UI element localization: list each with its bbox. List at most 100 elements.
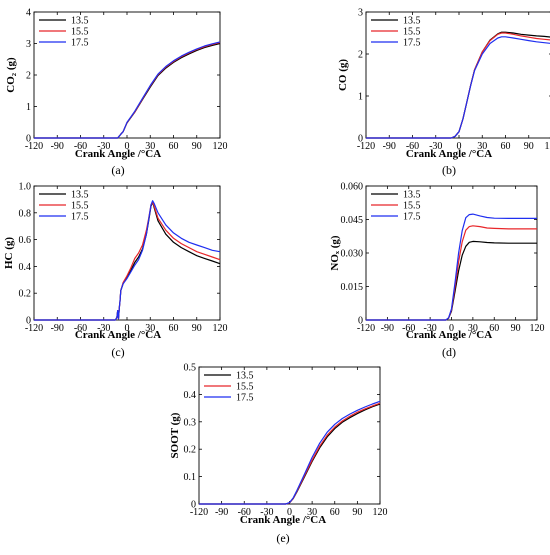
legend-label: 15.5	[71, 27, 89, 38]
y-tick-label: 1	[26, 102, 31, 113]
y-tick-label: 1.0	[19, 182, 32, 193]
y-tick-label: 3	[358, 8, 363, 19]
chart-panel-3: -120 -90 -60 -30 0 30 60 90 120 0 0.2 0.4 0.6 0.8 1.0 1…	[3, 182, 228, 360]
panel-label: (a)	[111, 163, 124, 177]
y-tick-label: 0.015	[341, 282, 364, 293]
x-tick-label: -90	[381, 323, 394, 334]
y-tick-label: 0.8	[19, 208, 32, 219]
x-tick-label: -30	[97, 323, 110, 334]
x-tick-label: 90	[192, 323, 202, 334]
legend-label: 13.5	[71, 16, 89, 27]
x-tick-label: 30	[145, 141, 155, 152]
x-tick-label: 0	[457, 141, 462, 152]
y-axis-label: CO₂ (g)	[5, 57, 17, 93]
x-tick-label: 60	[169, 141, 179, 152]
x-tick-label: 30	[477, 141, 487, 152]
y-tick-label: 0.2	[184, 445, 197, 456]
y-tick-label: 0.4	[184, 390, 197, 401]
y-tick-label: 0.6	[19, 235, 32, 246]
series-line-13-5	[34, 201, 221, 321]
legend-label: 13.5	[71, 190, 89, 201]
series-line-17-5	[34, 41, 221, 139]
x-tick-label: -120	[357, 323, 375, 334]
x-tick-label: 60	[330, 507, 340, 518]
legend-label: 15.5	[236, 382, 254, 393]
y-tick-label: 0.030	[341, 249, 364, 260]
legend-label: 13.5	[403, 16, 421, 27]
panel-label: (e)	[276, 531, 289, 545]
x-tick-label: 90	[192, 141, 202, 152]
x-tick-label: -120	[25, 323, 43, 334]
series-line-15-5	[366, 32, 550, 139]
x-tick-label: -60	[238, 507, 251, 518]
y-tick-label: 0	[26, 316, 31, 327]
plot-frame	[365, 185, 538, 321]
y-axis-label: NOₓ (g)	[329, 235, 341, 271]
y-tick-label: 0	[358, 316, 363, 327]
x-tick-label: 30	[468, 323, 478, 334]
x-axis-label: Crank Angle /°CA	[75, 148, 161, 160]
x-tick-label: 120	[373, 507, 388, 518]
panel-label: (b)	[442, 163, 456, 177]
series-line-17-5	[199, 400, 381, 505]
x-tick-label: 30	[145, 323, 155, 334]
series-line-17-5	[366, 36, 550, 139]
series-line-15-5	[199, 402, 381, 505]
x-tick-label: 120	[213, 141, 228, 152]
x-tick-label: 120	[213, 323, 228, 334]
chart-panel-4: -120 -90 -60 -30 0 30 60 90 120 0 0.015 0.030 0.045 0…	[329, 182, 545, 360]
x-tick-label: 0	[125, 141, 130, 152]
legend-label: 17.5	[71, 212, 89, 223]
x-tick-label: -120	[190, 507, 208, 518]
y-axis-label: HC (g)	[3, 237, 15, 269]
y-tick-label: 0	[358, 134, 363, 145]
series-line-15-5	[34, 201, 221, 321]
x-tick-label: 60	[489, 323, 499, 334]
y-tick-label: 0	[26, 134, 31, 145]
x-tick-label: -90	[383, 141, 396, 152]
x-tick-label: -60	[74, 141, 87, 152]
x-tick-label: -90	[215, 507, 228, 518]
x-tick-label: -90	[51, 141, 64, 152]
y-axis-label: CO (g)	[337, 59, 349, 91]
y-tick-label: 2	[26, 71, 31, 82]
panel-label: (d)	[442, 345, 456, 359]
y-tick-label: 0.5	[184, 363, 197, 374]
x-tick-label: -30	[429, 141, 442, 152]
legend-label: 17.5	[403, 212, 421, 223]
x-tick-label: -60	[74, 323, 87, 334]
x-tick-label: 90	[524, 141, 534, 152]
x-tick-label: -120	[357, 141, 375, 152]
series-line-17-5	[366, 213, 537, 321]
legend-label: 17.5	[71, 38, 89, 49]
legend-label: 15.5	[403, 201, 421, 212]
x-tick-label: -30	[260, 507, 273, 518]
x-tick-label: -30	[423, 323, 436, 334]
legend-label: 15.5	[71, 201, 89, 212]
x-tick-label: 30	[307, 507, 317, 518]
y-tick-label: 0.045	[341, 215, 364, 226]
x-tick-label: -60	[406, 141, 419, 152]
series-line-13-5	[366, 31, 550, 139]
y-tick-label: 0	[191, 500, 196, 511]
plot-frame	[198, 366, 381, 505]
x-axis-label: Crank Angle /°CA	[406, 148, 492, 160]
x-axis-label: Crank Angle /°CA	[240, 514, 326, 526]
x-tick-label: -120	[25, 141, 43, 152]
panel-label: (c)	[111, 345, 124, 359]
x-tick-label: -60	[402, 323, 415, 334]
x-tick-label: 0	[125, 323, 130, 334]
y-axis-label: SOOT (g)	[169, 412, 181, 458]
y-tick-label: 3	[26, 39, 31, 50]
series-line-17-5	[34, 200, 221, 321]
x-tick-label: 90	[352, 507, 362, 518]
y-tick-label: 0.4	[19, 262, 32, 273]
x-tick-label: 120	[545, 141, 550, 152]
x-tick-label: -90	[51, 323, 64, 334]
x-tick-label: -30	[97, 141, 110, 152]
x-tick-label: 90	[511, 323, 521, 334]
y-tick-label: 0.2	[19, 289, 32, 300]
y-tick-label: 2	[358, 50, 363, 61]
x-tick-label: 120	[530, 323, 545, 334]
